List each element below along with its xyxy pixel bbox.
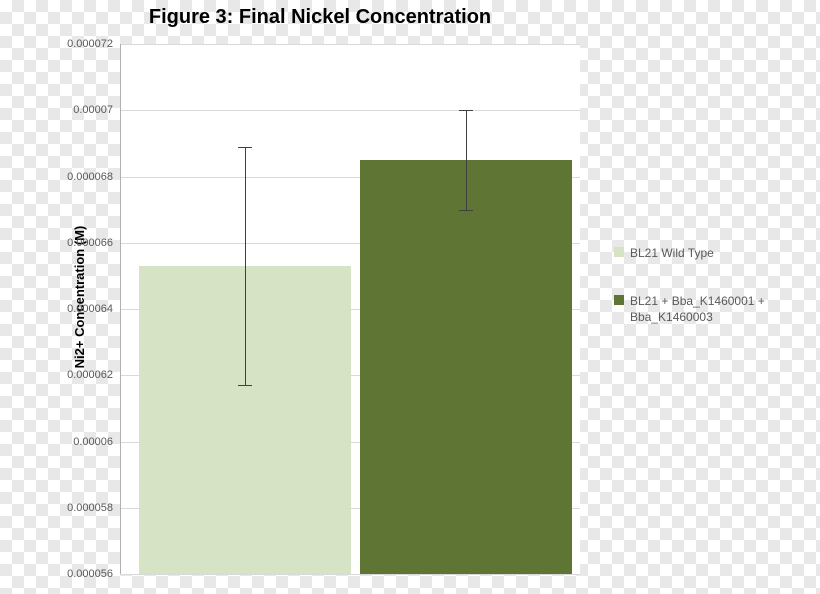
gridline — [121, 574, 580, 575]
y-tick-label: 0.000066 — [67, 237, 113, 249]
chart-title: Figure 3: Final Nickel Concentration — [0, 6, 640, 29]
y-tick-label: 0.000056 — [67, 568, 113, 580]
error-bar — [466, 110, 467, 209]
y-tick-label: 0.00007 — [73, 104, 113, 116]
legend-item: BL21 Wild Type — [614, 245, 804, 261]
gridline — [121, 44, 580, 45]
legend-label: BL21 Wild Type — [630, 245, 714, 261]
bar — [360, 160, 572, 574]
error-cap — [238, 385, 252, 386]
y-tick-label: 0.00006 — [73, 436, 113, 448]
y-tick-label: 0.000072 — [67, 38, 113, 50]
legend-swatch — [614, 247, 624, 257]
legend: BL21 Wild Type BL21 + Bba_K1460001 + Bba_… — [614, 245, 804, 358]
y-tick-label: 0.000064 — [67, 303, 113, 315]
plot-area: 0.0000560.0000580.000060.0000620.0000640… — [120, 44, 580, 574]
error-cap — [459, 210, 473, 211]
legend-item: BL21 + Bba_K1460001 + Bba_K1460003 — [614, 293, 804, 325]
y-tick-label: 0.000068 — [67, 171, 113, 183]
legend-label: BL21 + Bba_K1460001 + Bba_K1460003 — [630, 293, 804, 325]
y-tick-label: 0.000062 — [67, 369, 113, 381]
legend-swatch — [614, 295, 624, 305]
chart-container: Figure 3: Final Nickel Concentration Ni2… — [0, 0, 820, 594]
y-tick-label: 0.000058 — [67, 502, 113, 514]
error-cap — [238, 147, 252, 148]
gridline — [121, 110, 580, 111]
error-bar — [245, 147, 246, 386]
error-cap — [459, 110, 473, 111]
